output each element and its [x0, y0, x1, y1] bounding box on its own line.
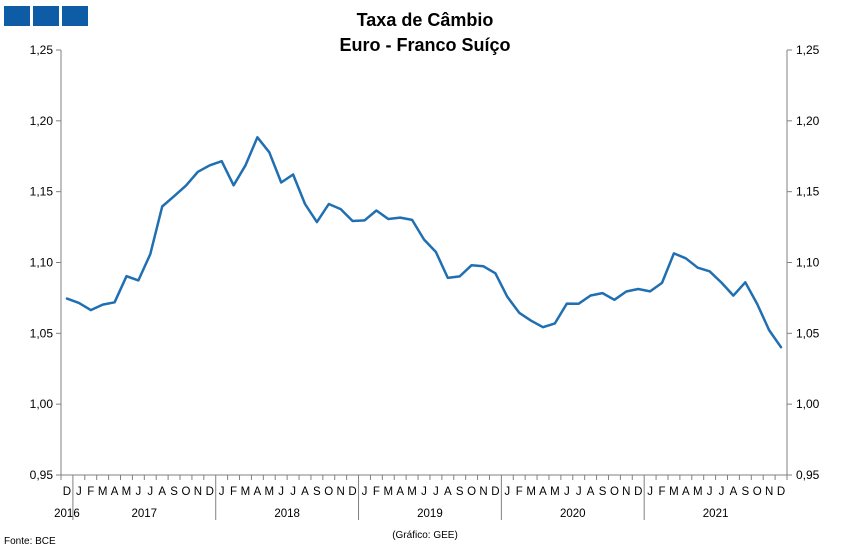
x-month-label: M [383, 486, 393, 498]
chart-credit: (Gráfico: GEE) [392, 530, 458, 541]
x-month-label: F [230, 486, 237, 498]
x-year-label: 2016 [54, 508, 80, 520]
x-month-label: J [362, 486, 368, 498]
series-line [65, 136, 783, 349]
x-month-label: S [599, 486, 607, 498]
x-month-label: J [576, 486, 582, 498]
x-month-label: J [219, 486, 225, 498]
x-month-label: J [421, 486, 427, 498]
x-month-label: O [467, 486, 476, 498]
y-tick-label-left: 1,25 [30, 43, 54, 57]
x-month-label: S [170, 486, 178, 498]
y-tick-label-right: 1,15 [796, 185, 820, 199]
x-month-label: D [491, 486, 499, 498]
logo-block [33, 6, 59, 26]
x-month-label: M [693, 486, 703, 498]
chart-title: Taxa de Câmbio Euro - Franco Suíço [0, 8, 850, 58]
x-month-label: A [158, 486, 166, 498]
x-month-label: J [290, 486, 296, 498]
y-tick-label-left: 1,05 [30, 326, 54, 340]
x-month-label: M [122, 486, 132, 498]
x-month-label: A [301, 486, 309, 498]
x-month-label: D [634, 486, 642, 498]
x-month-label: N [337, 486, 345, 498]
x-year-label: 2021 [703, 508, 729, 520]
y-tick-label-left: 1,15 [30, 185, 54, 199]
logo-block [4, 6, 30, 26]
x-year-label: 2019 [417, 508, 443, 520]
x-month-label: M [264, 486, 274, 498]
x-month-label: S [742, 486, 750, 498]
source-note: Fonte: BCE [4, 536, 56, 547]
x-month-label: J [564, 486, 570, 498]
x-month-label: F [516, 486, 523, 498]
x-year-label: 2018 [274, 508, 300, 520]
x-month-label: J [278, 486, 284, 498]
y-tick-label-left: 0,95 [30, 468, 54, 482]
x-month-label: S [456, 486, 464, 498]
x-year-label: 2017 [132, 508, 158, 520]
x-month-label: M [526, 486, 536, 498]
x-month-label: A [682, 486, 690, 498]
x-month-label: O [610, 486, 619, 498]
x-month-label: N [765, 486, 773, 498]
x-month-label: F [87, 486, 94, 498]
x-month-label: A [396, 486, 404, 498]
title-line-1: Taxa de Câmbio [356, 10, 494, 30]
x-month-label: N [194, 486, 202, 498]
x-month-label: M [407, 486, 417, 498]
y-tick-label-right: 1,10 [796, 256, 820, 270]
x-month-label: O [324, 486, 333, 498]
x-month-label: J [433, 486, 439, 498]
x-month-label: J [504, 486, 510, 498]
x-month-label: O [181, 486, 190, 498]
y-tick-label-left: 1,00 [30, 397, 54, 411]
y-tick-label-right: 1,25 [796, 43, 820, 57]
x-month-label: J [76, 486, 82, 498]
x-month-label: J [147, 486, 153, 498]
y-tick-label-left: 1,10 [30, 256, 54, 270]
x-month-label: A [539, 486, 547, 498]
x-month-label: D [206, 486, 214, 498]
logo-block [62, 6, 88, 26]
logo [4, 6, 88, 26]
x-month-label: D [348, 486, 356, 498]
x-month-label: M [241, 486, 251, 498]
x-month-label: N [479, 486, 487, 498]
x-month-label: D [777, 486, 785, 498]
x-month-label: F [659, 486, 666, 498]
x-month-label: N [622, 486, 630, 498]
x-month-label: A [444, 486, 452, 498]
x-month-label: M [550, 486, 560, 498]
y-tick-label-right: 1,05 [796, 326, 820, 340]
x-month-label: A [587, 486, 595, 498]
x-year-label: 2020 [560, 508, 586, 520]
x-month-label: M [98, 486, 108, 498]
x-month-label: A [254, 486, 262, 498]
x-month-label: O [753, 486, 762, 498]
x-month-label: J [647, 486, 653, 498]
x-month-label: A [111, 486, 119, 498]
y-tick-label-left: 1,20 [30, 114, 54, 128]
x-month-label: S [313, 486, 321, 498]
y-tick-label-right: 1,00 [796, 397, 820, 411]
x-month-label: J [135, 486, 141, 498]
y-tick-label-right: 1,20 [796, 114, 820, 128]
title-line-2: Euro - Franco Suíço [339, 35, 511, 55]
y-tick-label-right: 0,95 [796, 468, 820, 482]
x-month-label: D [63, 486, 71, 498]
x-month-label: M [669, 486, 679, 498]
x-month-label: A [730, 486, 738, 498]
x-month-label: J [719, 486, 725, 498]
x-month-label: F [373, 486, 380, 498]
x-month-label: J [707, 486, 713, 498]
